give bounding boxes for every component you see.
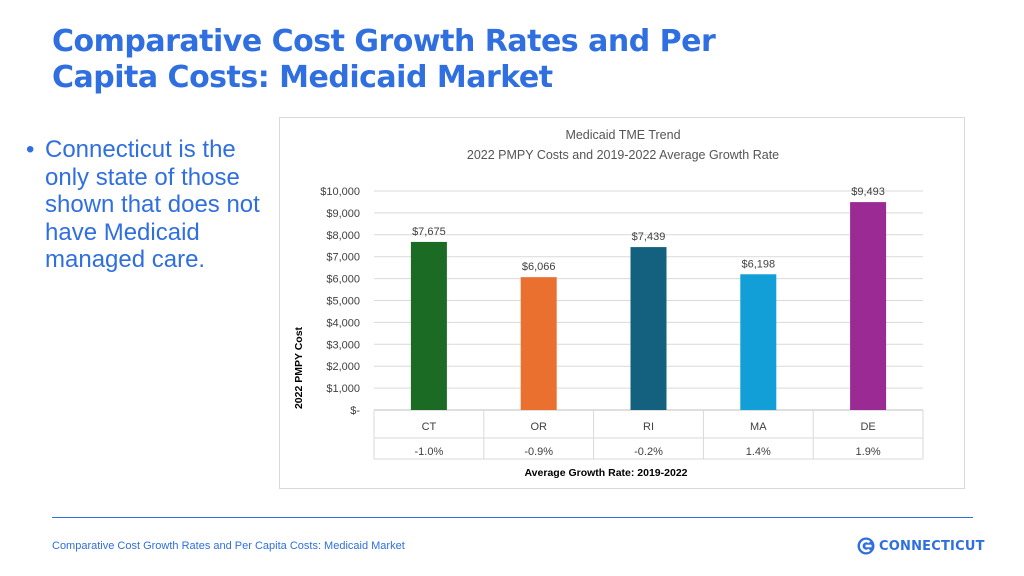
category-label: MA [750, 421, 767, 433]
chart-subtitle: 2022 PMPY Costs and 2019-2022 Average Gr… [467, 148, 779, 162]
y-tick-label: $9,000 [326, 208, 360, 220]
data-label: $7,439 [632, 231, 666, 243]
y-tick-label: $- [350, 405, 360, 417]
footer-divider [52, 517, 973, 518]
y-tick-label: $8,000 [326, 230, 360, 242]
category-label: CT [422, 421, 437, 433]
y-tick-label: $6,000 [326, 274, 360, 286]
bar-or [520, 277, 557, 410]
bar-ma [740, 274, 777, 410]
bullet-text: Connecticut is the only state of those s… [45, 136, 260, 273]
bullet-dot: • [26, 136, 35, 163]
category-label: DE [860, 421, 875, 433]
growth-rate-label: -0.2% [634, 446, 663, 458]
growth-rate-label: 1.9% [856, 446, 881, 458]
logo-text: CONNECTICUT [879, 538, 985, 554]
category-label: OR [530, 421, 547, 433]
bar-ct [410, 241, 447, 410]
connecticut-logo-icon [857, 537, 875, 555]
y-tick-label: $4,000 [326, 317, 360, 329]
y-tick-label: $5,000 [326, 296, 360, 308]
y-tick-label: $1,000 [326, 383, 360, 395]
growth-rate-label: 1.4% [746, 446, 771, 458]
medicaid-tme-chart: Medicaid TME Trend 2022 PMPY Costs and 2… [293, 128, 924, 479]
bar-ri [630, 247, 667, 410]
y-tick-label: $2,000 [326, 361, 360, 373]
chart-title: Medicaid TME Trend [565, 128, 680, 142]
y-tick-label: $3,000 [326, 339, 360, 351]
bar-de [850, 202, 887, 410]
category-label: RI [643, 421, 654, 433]
x-axis-label: Average Growth Rate: 2019-2022 [524, 467, 687, 479]
connecticut-logo: CONNECTICUT [857, 535, 985, 557]
growth-rate-label: -1.0% [415, 446, 444, 458]
data-label: $9,493 [851, 186, 885, 198]
growth-rate-label: -0.9% [524, 446, 553, 458]
y-tick-label: $10,000 [320, 186, 360, 198]
slide-title: Comparative Cost Growth Rates and Per Ca… [52, 24, 716, 95]
data-label: $6,198 [741, 258, 775, 270]
footer-text: Comparative Cost Growth Rates and Per Ca… [52, 540, 405, 552]
y-tick-label: $7,000 [326, 252, 360, 264]
chart-container: Medicaid TME Trend 2022 PMPY Costs and 2… [279, 117, 965, 489]
y-axis-label: 2022 PMPY Cost [293, 326, 305, 409]
data-label: $6,066 [522, 261, 556, 273]
data-label: $7,675 [412, 226, 446, 238]
